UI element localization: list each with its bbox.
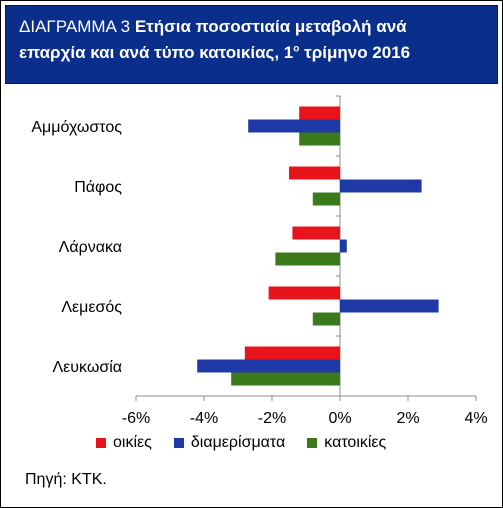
chart-legend: οικίες διαμερίσματα κατοικίες <box>96 434 408 452</box>
x-tick-label: 2% <box>396 410 419 427</box>
legend-label: οικίες <box>113 434 152 451</box>
chart-title-line2: επαρχία και ανά τύπο κατοικίας, 1ο τρίμη… <box>19 43 410 63</box>
x-tick-label: 0% <box>328 410 351 427</box>
chart-title-superscript: ο <box>293 43 300 55</box>
bar-diamerismata <box>340 179 422 193</box>
bar-katoikies <box>312 192 340 206</box>
category-label: Αμμόχωστος <box>31 119 122 136</box>
x-tick-label: -4% <box>190 410 218 427</box>
legend-label: κατοικίες <box>324 434 387 451</box>
bar-diamerismata <box>340 239 347 253</box>
source-note: Πηγή: ΚΤΚ. <box>25 471 107 488</box>
chart-title-text-line1: Ετήσια ποσοστιαία μεταβολή ανά <box>134 17 407 36</box>
bar-oikies <box>289 166 340 180</box>
legend-item: οικίες <box>96 434 152 452</box>
bar-katoikies <box>275 252 340 266</box>
category-label: Λεμεσός <box>61 299 122 316</box>
category-label: Λάρνακα <box>59 239 122 256</box>
legend-item: διαμερίσματα <box>173 434 286 452</box>
legend-swatch <box>307 438 318 448</box>
x-tick-label: -2% <box>258 410 286 427</box>
category-label: Λευκωσία <box>52 359 122 376</box>
bar-katoikies <box>231 372 340 386</box>
x-tick-label: 4% <box>464 410 487 427</box>
bar-oikies <box>292 226 340 240</box>
category-label: Πάφος <box>74 179 122 196</box>
chart-header: ΔΙΑΓΡΑΜΜΑ 3 Ετήσια ποσοστιαία μεταβολή α… <box>5 5 498 84</box>
legend-label: διαμερίσματα <box>190 434 286 451</box>
bar-diamerismata <box>340 299 439 313</box>
bar-katoikies <box>312 312 340 326</box>
chart-title-text-line2-end: τρίμηνο 2016 <box>304 43 411 62</box>
x-tick-label: -6% <box>122 410 150 427</box>
chart-title-text-line2: επαρχία και ανά τύπο κατοικίας, 1 <box>19 43 294 62</box>
chart-title-prefix: ΔΙΑΓΡΑΜΜΑ 3 <box>19 17 131 36</box>
bar-oikies <box>244 346 340 360</box>
bar-oikies <box>299 106 340 120</box>
legend-item: κατοικίες <box>307 434 386 452</box>
legend-swatch <box>96 438 106 448</box>
chart-title-line1: ΔΙΑΓΡΑΜΜΑ 3 Ετήσια ποσοστιαία μεταβολή α… <box>19 17 407 37</box>
bar-oikies <box>268 286 340 300</box>
bar-katoikies <box>299 132 340 146</box>
legend-swatch <box>173 438 184 448</box>
bar-diamerismata <box>248 119 340 133</box>
bar-diamerismata <box>197 359 340 373</box>
